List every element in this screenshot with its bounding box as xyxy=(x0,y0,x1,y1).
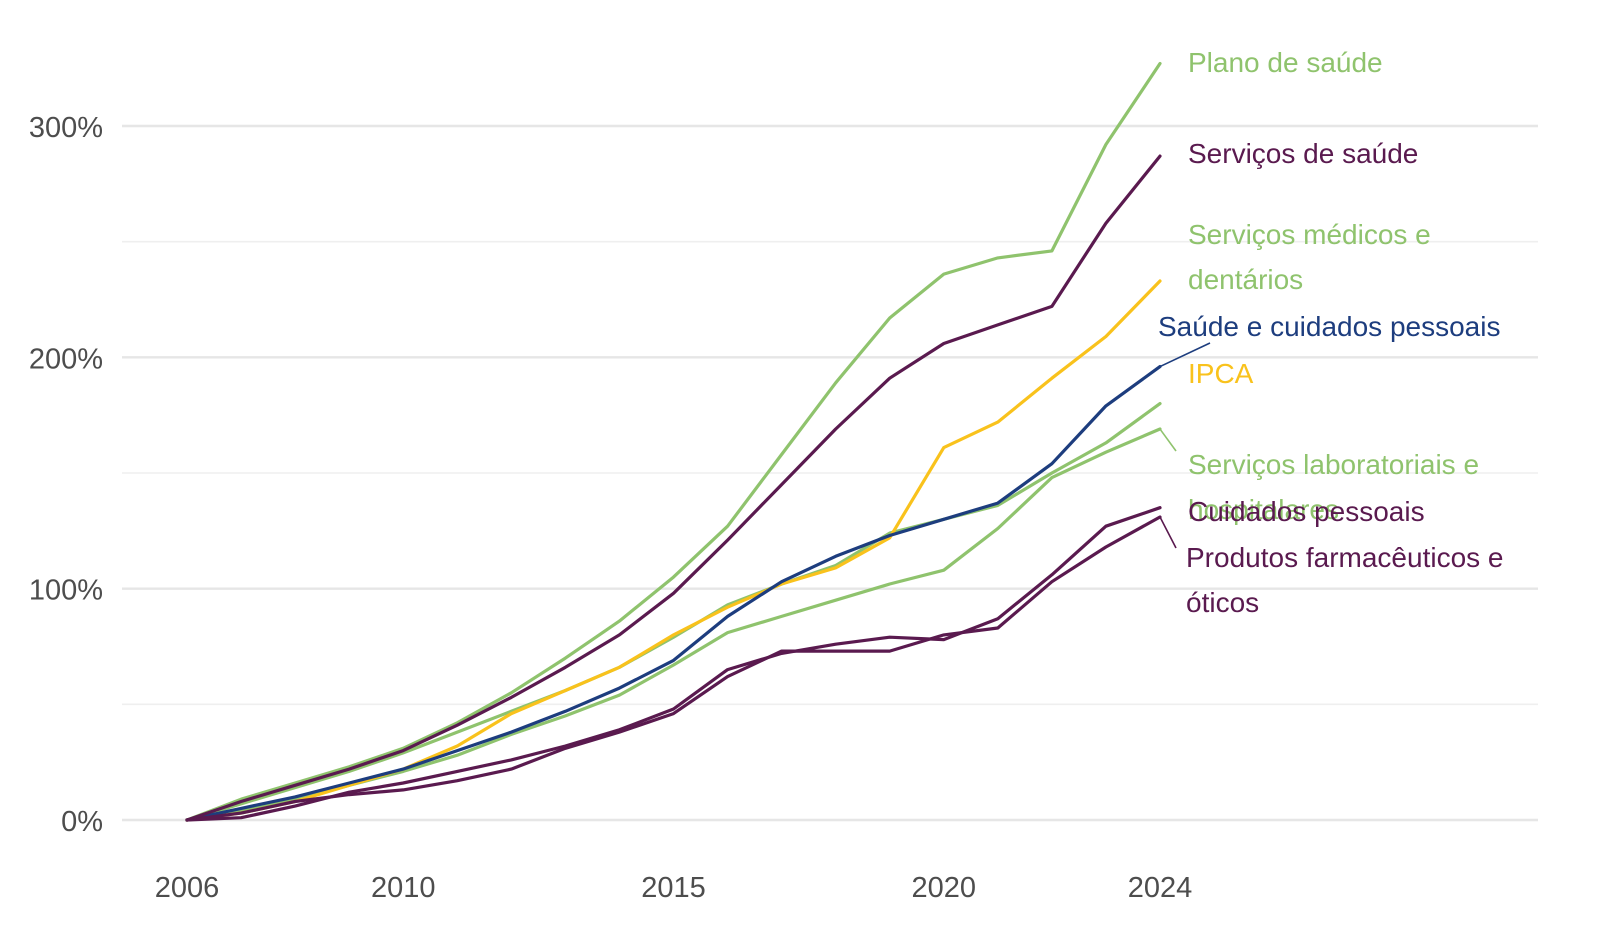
series-label-line: Serviços médicos e xyxy=(1188,219,1431,250)
y-tick-label: 300% xyxy=(29,112,103,144)
y-tick-label: 200% xyxy=(29,343,103,375)
series-label-3: Saúde e cuidados pessoais xyxy=(1158,311,1500,342)
series-line-7 xyxy=(185,515,1162,822)
series-label-2: Serviços médicos e dentários xyxy=(1188,219,1431,295)
y-tick-label: 100% xyxy=(29,575,103,607)
x-tick-label: 2024 xyxy=(1128,872,1193,904)
x-tick-label: 2006 xyxy=(155,872,220,904)
series-label-5: IPCA xyxy=(1188,358,1254,389)
grid-lines xyxy=(122,124,1538,822)
series-label-4: Serviços laboratoriais e hospitalares xyxy=(1188,449,1479,525)
series-label-0: Plano de saúde xyxy=(1188,47,1383,78)
series-label-line: Plano de saúde xyxy=(1188,47,1383,78)
series-label-1: Serviços de saúde xyxy=(1188,138,1418,169)
axis-ticks: 0% 100% 200% 300% 2006 2010 2015 2020 2024 xyxy=(29,112,1192,904)
series-label-line: hospitalares xyxy=(1188,494,1339,525)
leader-saude-cuidados xyxy=(1159,342,1211,368)
series-label-line: IPCA xyxy=(1188,358,1254,389)
series-label-6: Cuidados pessoais xyxy=(1188,496,1425,527)
y-tick-label: 0% xyxy=(61,806,103,838)
series-line-5 xyxy=(185,279,1162,822)
series-label-line: Serviços laboratoriais e xyxy=(1188,449,1479,480)
x-tick-label: 2020 xyxy=(912,872,977,904)
series-line-4 xyxy=(185,427,1162,822)
leader-ipca xyxy=(1159,428,1177,452)
series-label-line: dentários xyxy=(1188,264,1303,295)
series-line-1 xyxy=(185,154,1162,822)
series-label-7: Produtos farmacêuticos e óticos xyxy=(1186,542,1504,618)
series-labels: Plano de saúde Serviços de saúde Serviços … xyxy=(1158,47,1504,618)
series-label-line: óticos xyxy=(1186,587,1259,618)
series-line-6 xyxy=(185,506,1162,822)
leader-produtos xyxy=(1159,516,1177,549)
series-line-0 xyxy=(185,61,1162,822)
series-label-line: Serviços de saúde xyxy=(1188,138,1418,169)
series-label-line: Cuidados pessoais xyxy=(1188,496,1425,527)
series-label-line: Saúde e cuidados pessoais xyxy=(1158,311,1500,342)
series-line-3 xyxy=(185,365,1162,822)
series-line-2 xyxy=(185,402,1162,822)
series-lines xyxy=(185,61,1162,822)
series-label-line: Produtos farmacêuticos e xyxy=(1186,542,1504,573)
x-tick-label: 2010 xyxy=(371,872,436,904)
x-tick-label: 2015 xyxy=(641,872,706,904)
